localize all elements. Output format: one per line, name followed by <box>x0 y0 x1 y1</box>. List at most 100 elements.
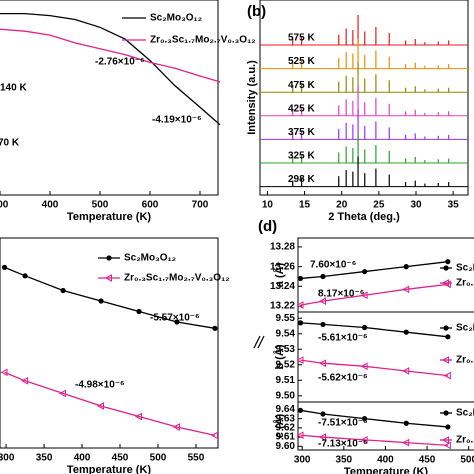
marker <box>402 438 410 447</box>
x-tick-label: 300 <box>0 453 15 464</box>
marker <box>136 308 142 315</box>
x-tick-label: 400 <box>377 455 394 466</box>
legend-label: Sc₂Mo₃O₁₂ <box>456 263 474 274</box>
legend-label: Zr₀.₃Sc₁.₇Mo₂.₇V₀.₃O₁₂ <box>456 278 474 289</box>
marker <box>402 285 410 294</box>
x-tick-label: 500 <box>460 455 474 466</box>
y-tick-label: 9.60 <box>276 441 296 452</box>
series-line <box>300 359 448 377</box>
x-tick-label: 30 <box>410 200 422 211</box>
marker <box>60 287 66 294</box>
marker <box>22 273 28 279</box>
x-tick-label: 500 <box>92 200 109 211</box>
annotation: 140 K <box>0 83 27 94</box>
x-tick-label: 300 <box>294 455 311 466</box>
x-tick-label: 700 <box>192 200 209 211</box>
marker <box>320 321 326 328</box>
axis-break <box>253 335 265 349</box>
trace-label: 525 K <box>288 56 315 67</box>
x-tick-label: 25 <box>373 200 385 211</box>
marker <box>320 411 326 417</box>
legend-marker <box>441 436 449 444</box>
y-tick-label: 9.54 <box>276 328 296 339</box>
x-axis-label: 2 Theta (deg.) <box>328 211 400 223</box>
x-axis-label: Temperature (K) <box>67 464 151 474</box>
legend-label: Sc₂Mo₃O₁₂ <box>456 323 474 334</box>
marker <box>445 259 451 265</box>
x-tick-label: 300 <box>0 200 9 211</box>
series-line <box>300 434 448 447</box>
marker <box>362 416 368 422</box>
legend-marker <box>443 265 449 271</box>
legend-marker <box>106 255 112 261</box>
legend-label: Zr₀.₃Sc₁.₇Mo₂.₇V₀.₃O₁₂ <box>456 435 474 446</box>
annotation: -4.98×10⁻⁶ <box>75 380 125 391</box>
y-tick-label: 9.55 <box>276 313 296 324</box>
y-tick-label: 9.63 <box>276 413 296 424</box>
marker <box>210 431 218 440</box>
legend-marker <box>441 279 449 287</box>
marker <box>318 433 326 441</box>
legend-marker <box>441 356 449 364</box>
y-axis-label: a (Å) <box>273 262 286 287</box>
x-tick-label: 600 <box>142 200 159 211</box>
panel-label: (d) <box>258 218 277 235</box>
annotation: 70 K <box>0 138 20 149</box>
x-tick-label: 15 <box>299 200 311 211</box>
y-tick-label: 9.64 <box>276 404 296 415</box>
plot-frame <box>0 237 219 449</box>
x-tick-label: 400 <box>74 453 91 464</box>
trace-label: 375 K <box>288 127 315 138</box>
break-line <box>253 335 261 349</box>
series-line <box>0 13 221 126</box>
marker <box>443 441 451 450</box>
legend-label: Sc₂Mo₃O₁₂ <box>150 13 202 24</box>
legend-label: Zr₀.₃Sc₁.₇Mo₂.₇V₀.₃O₁₂ <box>456 355 474 366</box>
marker <box>0 368 8 377</box>
break-line <box>257 335 265 349</box>
y-tick-label: 9.50 <box>276 390 296 401</box>
marker <box>360 291 368 300</box>
marker <box>445 424 451 430</box>
trace-label: 298 K <box>288 174 315 185</box>
x-tick-label: 20 <box>336 200 348 211</box>
y-tick-label: 9.62 <box>276 422 296 433</box>
marker <box>297 275 304 282</box>
x-tick-label: 35 <box>448 200 460 211</box>
trace-label: 325 K <box>288 151 315 162</box>
annotation: -5.57×10⁻⁶ <box>150 313 200 324</box>
legend-marker <box>443 410 449 416</box>
marker <box>296 431 304 440</box>
marker <box>296 356 304 364</box>
y-tick-label: 9.52 <box>276 359 296 370</box>
trace-label: 475 K <box>288 80 315 91</box>
y-tick-label: 13.28 <box>270 242 295 253</box>
marker <box>403 420 409 426</box>
x-tick-label: 450 <box>112 453 129 464</box>
trace-label: 575 K <box>288 33 315 44</box>
x-axis-label: Temperature (K) <box>344 466 428 474</box>
marker <box>1 264 8 270</box>
marker <box>212 325 218 331</box>
panel-label: (b) <box>247 3 266 20</box>
y-axis-label: c (Å) <box>273 413 286 438</box>
x-tick-label: 550 <box>188 453 205 464</box>
annotation: -5.62×10⁻⁶ <box>318 373 368 384</box>
marker <box>360 362 368 371</box>
annotation: 8.17×10⁻⁶ <box>318 289 364 300</box>
legend-label: Sc₂Mo₃O₁₂ <box>124 253 176 264</box>
marker <box>320 273 326 280</box>
annotation: -5.61×10⁻⁶ <box>318 333 368 344</box>
trace-label: 425 K <box>288 103 315 114</box>
marker <box>402 367 410 375</box>
marker <box>134 412 143 421</box>
marker <box>318 359 326 368</box>
y-tick-label: 9.61 <box>276 432 296 443</box>
legend-label: Zr₀.₃Sc₁.₇Mo₂.₇V₀.₃O₁₂ <box>150 35 256 46</box>
marker <box>403 264 409 270</box>
x-tick-label: 10 <box>262 200 274 211</box>
marker <box>98 298 104 304</box>
